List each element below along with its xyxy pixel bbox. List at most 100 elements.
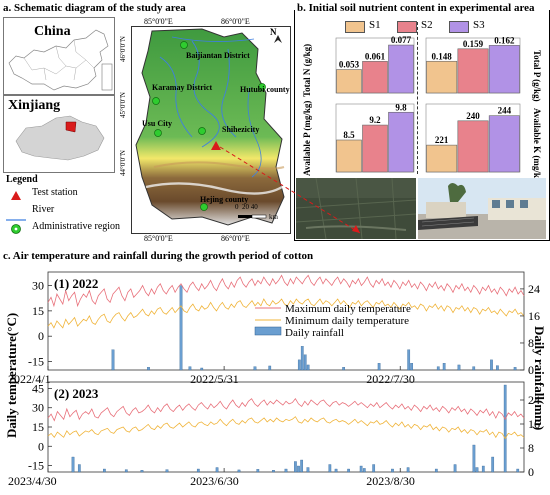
china-inset-map: China: [3, 17, 115, 95]
legend-s3-label: S3: [473, 19, 485, 31]
xinjiang-outline-image: [15, 115, 105, 161]
place-usu: Usu City: [142, 119, 173, 128]
legend-swatch-s2: [397, 21, 417, 33]
soil-bar-value-label: 0.148: [432, 51, 453, 61]
lat-label-1: 46°0'0"N: [119, 36, 127, 62]
y-right-tick-label: 0: [528, 465, 534, 479]
soil-bar-1-S1: [336, 69, 362, 94]
north-arrow-label: N: [270, 27, 277, 37]
soil-bar-value-label: 0.077: [391, 35, 412, 45]
soil-bar-2-S2: [457, 48, 489, 94]
rainfall-bar: [391, 468, 394, 473]
place-shihezi: Shihezicity: [222, 125, 260, 134]
rainfall-bar: [410, 363, 414, 371]
field-photo: [296, 178, 416, 239]
soil-bar-value-label: 240: [466, 111, 480, 121]
legend-swatch-s3: [449, 21, 469, 33]
rainfall-bar: [140, 470, 144, 473]
legend-s1-label: S1: [369, 19, 381, 31]
rainfall-bar: [496, 365, 499, 371]
y-right-tick-label: 24: [528, 282, 540, 296]
place-hejing: Hejing county: [200, 195, 249, 204]
rainfall-bar: [372, 464, 376, 473]
plot-frame: [47, 381, 525, 473]
rainfall-bar: [406, 467, 410, 473]
admin-point-icon: [11, 224, 21, 234]
legend-swatch-s1: [345, 21, 365, 33]
field-photo-image: [296, 178, 416, 239]
rainfall-bar: [294, 461, 297, 473]
y-left-tick-label: 15: [32, 304, 44, 318]
study-area-map: N Baijiantan District Karamay District H…: [131, 26, 291, 234]
soil-bar-4-S2: [457, 120, 489, 173]
rainfall-bar: [237, 469, 241, 473]
rainfall-bar: [179, 285, 183, 371]
x-tick-label: 2022/7/30: [366, 372, 415, 386]
rainfall-bar: [300, 459, 304, 473]
rainfall-bar: [472, 444, 476, 473]
rainfall-bar: [215, 467, 219, 473]
test-station-marker: [211, 141, 221, 150]
panel-b-divider: [417, 22, 418, 174]
legend-rain-label: Daily rainfall: [285, 327, 344, 339]
min-temperature-line: [47, 416, 525, 440]
legend-s2-label: S2: [421, 19, 433, 31]
panel-a-title: a. Schematic diagram of the study area: [3, 2, 186, 14]
min-temperature-line: [47, 298, 525, 329]
rainfall-bar: [297, 359, 301, 371]
rainfall-bar: [436, 366, 440, 371]
y-right-tick-label: 8: [528, 441, 534, 455]
soil-bar-value-label: 221: [435, 135, 449, 145]
legend-admin-label: Administrative region: [32, 221, 121, 232]
rainfall-bar: [188, 366, 192, 371]
rainfall-bar: [268, 365, 272, 371]
legend-item-station: [10, 188, 22, 206]
y-right-tick-label: 16: [528, 309, 540, 323]
rainfall-bar: [111, 349, 115, 371]
y-left-tick-label: 15: [32, 420, 44, 434]
soil-legend: S1 S2 S3: [345, 19, 495, 33]
x-tick-label: 2023/6/30: [190, 474, 239, 488]
x-tick-label: 2023/4/30: [8, 474, 57, 488]
soil-bar-3-S3: [388, 111, 414, 173]
place-hutubi: Hutubi county: [240, 85, 290, 94]
soil-bar-1-S3: [388, 44, 414, 94]
legend-title: Legend: [6, 174, 38, 185]
rainfall-bar: [481, 465, 485, 473]
rainfall-bar: [442, 363, 446, 371]
legend-max-label: Maximum daily temperature: [285, 303, 411, 315]
rainfall-bar: [362, 468, 366, 473]
rainfall-bar: [297, 465, 300, 473]
rainfall-bar: [503, 384, 507, 473]
max-temperature-line: [47, 274, 525, 308]
y-left-tick-label: 0: [38, 439, 44, 453]
rainfall-bar: [71, 456, 75, 473]
rainfall-bar: [300, 346, 304, 371]
soil-bar-value-label: 0.162: [494, 35, 515, 45]
subplot-label: (1) 2022: [54, 276, 98, 291]
soil-bar-value-label: 9.8: [395, 102, 407, 112]
china-label: China: [34, 24, 71, 39]
rainfall-bar: [334, 468, 338, 473]
xinjiang-inset-map: Xinjiang: [3, 95, 115, 173]
soil-bar-2-S1: [426, 60, 458, 94]
rainfall-bar: [475, 467, 479, 473]
lon-bottom-1: 85°0'0"E: [144, 234, 173, 243]
climate-charts: 30 15 0 -15 24 16 8 0 2022/4/1 2022/5/31 2022/7/30…: [8, 271, 540, 488]
lon-bottom-2: 86°0'0"E: [221, 234, 250, 243]
y-left-tick-label: 45: [32, 381, 44, 395]
soil-bar-charts: 0.053 0.061 0.077 0.148 0.159 0.162 8.5 9.2 9.8 2…: [335, 35, 521, 173]
rainfall-bar: [303, 354, 307, 371]
panel-b-title: b. Initial soil nutrient content in expe…: [297, 2, 535, 14]
rainfall-bar: [284, 468, 288, 473]
rainfall-bar: [491, 456, 495, 473]
rainfall-bar: [472, 366, 476, 371]
rainfall-bar: [306, 467, 310, 473]
triangle-icon: [11, 191, 21, 200]
legend-river-label: River: [32, 204, 55, 215]
rainfall-bar: [342, 367, 346, 371]
plot-frame: [47, 271, 525, 371]
place-karamay: Karamay District: [152, 83, 213, 92]
rainfall-bar: [253, 366, 257, 371]
soil-bar-value-label: 8.5: [343, 130, 355, 140]
